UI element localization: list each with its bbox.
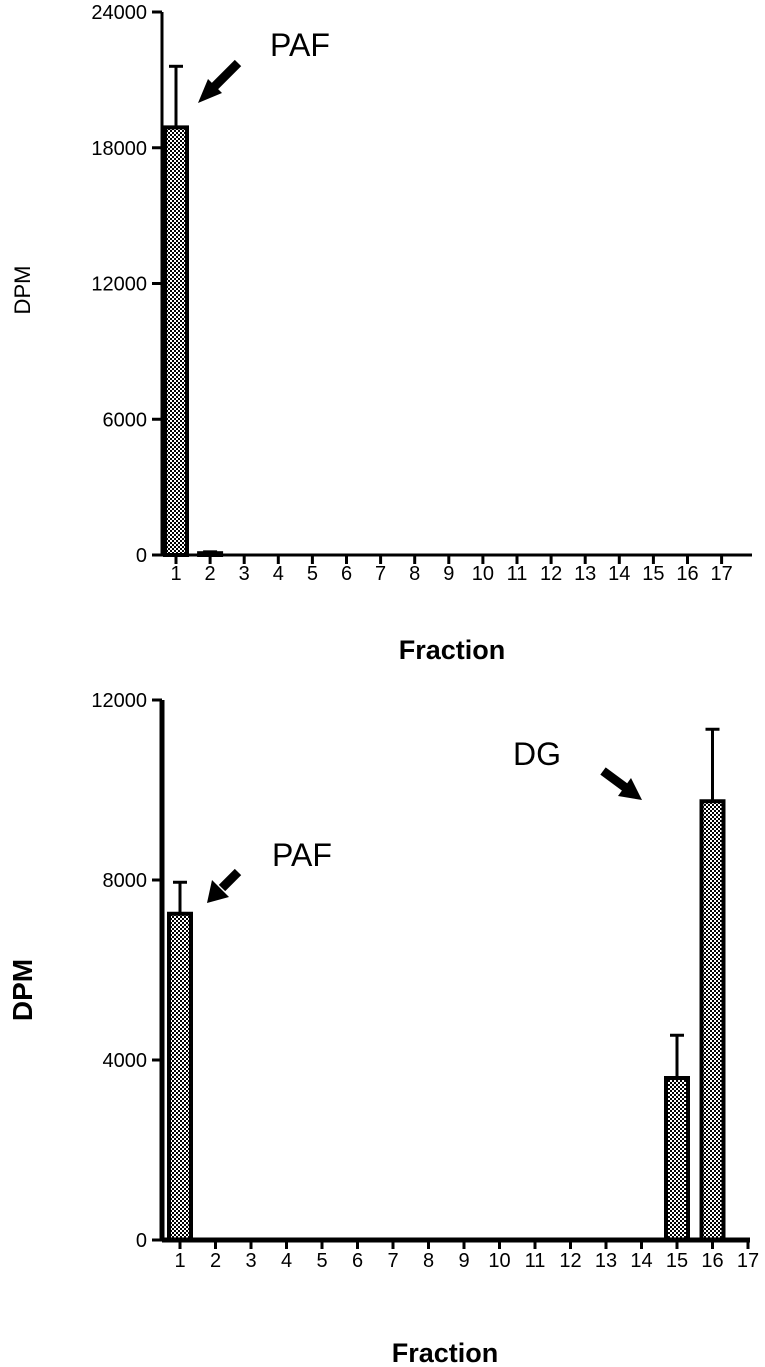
y-axis-label-top: DPM	[10, 266, 35, 315]
annotation-dg-bottom: DG	[513, 736, 561, 772]
x-tick-label-top: 15	[642, 563, 664, 585]
error-bar-top-1	[169, 64, 183, 128]
x-axis-label-bottom: Fraction	[392, 1338, 499, 1367]
y-tick-label-bottom: 4000	[103, 1050, 148, 1072]
bar-series-top	[163, 64, 224, 558]
x-tick-label-top: 9	[443, 563, 454, 585]
x-tick-label-top: 10	[472, 563, 494, 585]
x-tick-label-top: 5	[307, 563, 318, 585]
x-tick-label-bottom: 9	[458, 1250, 469, 1272]
bar-bottom-1	[167, 911, 193, 1242]
x-tick-label-top: 2	[205, 563, 216, 585]
x-tick-label-bottom: 12	[559, 1250, 581, 1272]
y-tick-label-bottom: 12000	[91, 690, 147, 712]
x-tick-label-top: 6	[341, 563, 352, 585]
x-ticks-top: 1 2 3 4 5 6 7 8 9 10 11 12 13 14 15 16 17	[170, 555, 733, 585]
x-tick-label-bottom: 4	[281, 1250, 292, 1272]
x-tick-label-bottom: 15	[666, 1250, 688, 1272]
y-tick-label-top: 0	[136, 545, 147, 567]
error-bar-bottom-1	[173, 880, 187, 914]
x-tick-label-top: 12	[540, 563, 562, 585]
x-tick-label-top: 3	[239, 563, 250, 585]
x-tick-label-top: 8	[409, 563, 420, 585]
x-tick-label-top: 13	[574, 563, 596, 585]
x-tick-label-top: 16	[676, 563, 698, 585]
bar-series-bottom	[167, 727, 726, 1242]
y-tick-label-bottom: 0	[136, 1230, 147, 1252]
x-ticks-bottom: 1 2 3 4 5 6 7 8 9 10 11 12 13 14 15 16 17	[174, 1240, 759, 1272]
y-tick-label-top: 18000	[91, 138, 147, 160]
x-tick-label-top: 14	[608, 563, 630, 585]
x-tick-label-top: 4	[273, 563, 284, 585]
x-tick-label-top: 7	[375, 563, 386, 585]
bar-top-1	[163, 125, 189, 557]
x-tick-label-bottom: 13	[595, 1250, 617, 1272]
y-tick-label-top: 6000	[103, 409, 148, 431]
x-tick-label-bottom: 5	[316, 1250, 327, 1272]
arrow-dg-bottom-icon	[600, 767, 642, 800]
x-tick-label-bottom: 3	[245, 1250, 256, 1272]
y-ticks-top: 0 6000 12000 18000 24000	[91, 2, 162, 567]
annotation-paf-bottom: PAF	[272, 837, 332, 873]
arrow-paf-top-icon	[198, 59, 242, 103]
x-tick-label-bottom: 2	[210, 1250, 221, 1272]
x-tick-label-bottom: 14	[630, 1250, 652, 1272]
x-tick-label-bottom: 10	[488, 1250, 510, 1272]
arrow-paf-bottom-icon	[207, 868, 242, 903]
x-tick-label-top: 1	[170, 563, 181, 585]
bar-bottom-16	[699, 799, 726, 1242]
y-tick-label-bottom: 8000	[103, 870, 148, 892]
x-tick-label-bottom: 8	[423, 1250, 434, 1272]
x-axis-label-top: Fraction	[399, 635, 506, 665]
y-axis-label-bottom: DPM	[7, 959, 38, 1021]
x-tick-label-bottom: 7	[387, 1250, 398, 1272]
y-tick-label-top: 12000	[91, 274, 147, 296]
x-tick-label-bottom: 11	[525, 1250, 546, 1272]
x-tick-label-bottom: 17	[737, 1250, 759, 1272]
error-bar-top-2	[203, 550, 218, 554]
x-tick-label-top: 11	[507, 563, 528, 585]
x-tick-label-bottom: 1	[174, 1250, 185, 1272]
annotation-paf-top: PAF	[270, 27, 330, 63]
y-ticks-bottom: 0 4000 8000 12000	[91, 690, 162, 1252]
x-tick-label-top: 17	[710, 563, 732, 585]
x-tick-label-bottom: 16	[701, 1250, 723, 1272]
error-bar-bottom-15	[670, 1033, 684, 1078]
bar-bottom-15	[664, 1076, 690, 1242]
error-bar-bottom-16	[705, 727, 720, 802]
y-tick-label-top: 24000	[91, 2, 147, 24]
x-tick-label-bottom: 6	[352, 1250, 363, 1272]
